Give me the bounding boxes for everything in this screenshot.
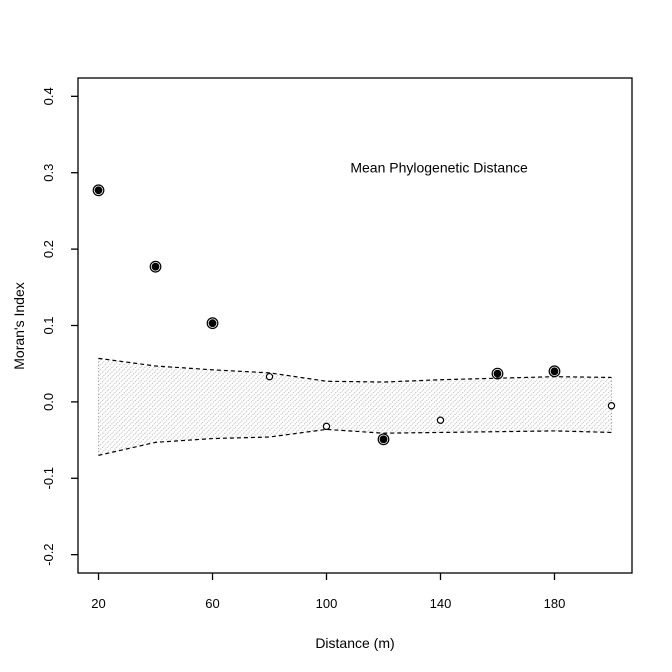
points-layer xyxy=(92,184,616,446)
y-tick-label: 0.3 xyxy=(41,164,56,182)
envelope-upper-bound xyxy=(98,357,612,383)
x-tick-label: 100 xyxy=(316,596,338,611)
envelope-layer xyxy=(98,357,612,456)
data-point-significant xyxy=(491,367,504,380)
y-tick-label: 0.1 xyxy=(41,316,56,334)
data-point xyxy=(607,402,616,410)
x-tick-label: 20 xyxy=(91,596,105,611)
chart-title: Mean Phylogenetic Distance xyxy=(350,160,528,176)
data-point-significant xyxy=(548,365,561,378)
data-point xyxy=(436,416,445,424)
x-tick-label: 140 xyxy=(430,596,452,611)
data-point xyxy=(322,422,331,431)
y-tick-label: -0.1 xyxy=(41,467,56,489)
axes-layer: 20 60 100 140 180 -0.2 -0.1 0.0 0.1 0.2 0.3 0.4 xyxy=(41,87,565,611)
data-point-significant xyxy=(149,260,162,273)
data-point-significant xyxy=(92,184,105,197)
data-point-significant xyxy=(377,433,390,446)
plot-border xyxy=(77,77,633,574)
envelope-lower-bound xyxy=(98,428,612,456)
y-tick-label: -0.2 xyxy=(41,543,56,565)
data-point-significant xyxy=(206,317,219,330)
x-axis-label: Distance (m) xyxy=(315,635,394,651)
y-tick-label: 0.2 xyxy=(41,240,56,258)
x-tick-label: 180 xyxy=(544,596,566,611)
x-tick-label: 60 xyxy=(205,596,219,611)
y-tick-label: 0.4 xyxy=(41,87,56,105)
y-tick-label: 0.0 xyxy=(41,393,56,411)
y-axis-label: Moran's Index xyxy=(11,282,27,370)
confidence-envelope xyxy=(98,358,612,456)
data-point xyxy=(265,372,274,381)
